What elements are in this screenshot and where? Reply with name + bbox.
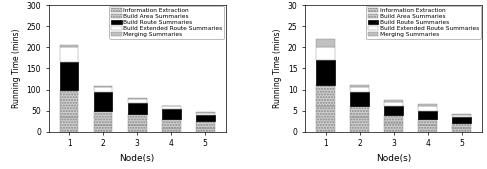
Bar: [350, 106, 369, 117]
Bar: [94, 86, 112, 88]
Bar: [350, 85, 369, 88]
Bar: [60, 62, 78, 90]
Bar: [384, 100, 403, 102]
Bar: [384, 102, 403, 106]
Bar: [60, 45, 78, 47]
Bar: [350, 117, 369, 132]
Bar: [128, 103, 147, 114]
Bar: [418, 111, 437, 119]
Bar: [196, 115, 215, 121]
Y-axis label: Running Time (mins): Running Time (mins): [273, 29, 282, 108]
Bar: [418, 125, 437, 132]
Bar: [384, 106, 403, 115]
Bar: [384, 123, 403, 132]
Legend: Information Extraction, Build Area Summaries, Build Route Summaries, Build Exten: Information Extraction, Build Area Summa…: [366, 6, 481, 39]
Bar: [196, 112, 215, 113]
Bar: [162, 109, 181, 119]
Bar: [452, 114, 471, 115]
Bar: [316, 47, 335, 60]
Bar: [196, 113, 215, 115]
X-axis label: Node(s): Node(s): [119, 154, 155, 163]
Bar: [196, 128, 215, 132]
Bar: [452, 123, 471, 128]
Bar: [162, 128, 181, 132]
X-axis label: Node(s): Node(s): [376, 154, 412, 163]
Bar: [196, 121, 215, 128]
Bar: [94, 125, 112, 132]
Bar: [162, 119, 181, 128]
Bar: [452, 128, 471, 132]
Bar: [316, 106, 335, 132]
Bar: [94, 92, 112, 111]
Bar: [94, 111, 112, 125]
Bar: [162, 106, 181, 109]
Legend: Information Extraction, Build Area Summaries, Build Route Summaries, Build Exten: Information Extraction, Build Area Summa…: [110, 6, 225, 39]
Bar: [94, 88, 112, 92]
Bar: [316, 60, 335, 85]
Bar: [350, 92, 369, 106]
Bar: [128, 99, 147, 103]
Bar: [452, 117, 471, 123]
Bar: [128, 114, 147, 125]
Bar: [350, 88, 369, 92]
Bar: [452, 115, 471, 117]
Bar: [418, 119, 437, 125]
Bar: [60, 117, 78, 132]
Bar: [128, 125, 147, 132]
Bar: [128, 98, 147, 99]
Bar: [316, 85, 335, 106]
Bar: [384, 115, 403, 123]
Y-axis label: Running Time (mins): Running Time (mins): [12, 29, 21, 108]
Bar: [418, 106, 437, 111]
Bar: [60, 47, 78, 62]
Bar: [316, 39, 335, 47]
Bar: [60, 90, 78, 117]
Bar: [418, 104, 437, 106]
